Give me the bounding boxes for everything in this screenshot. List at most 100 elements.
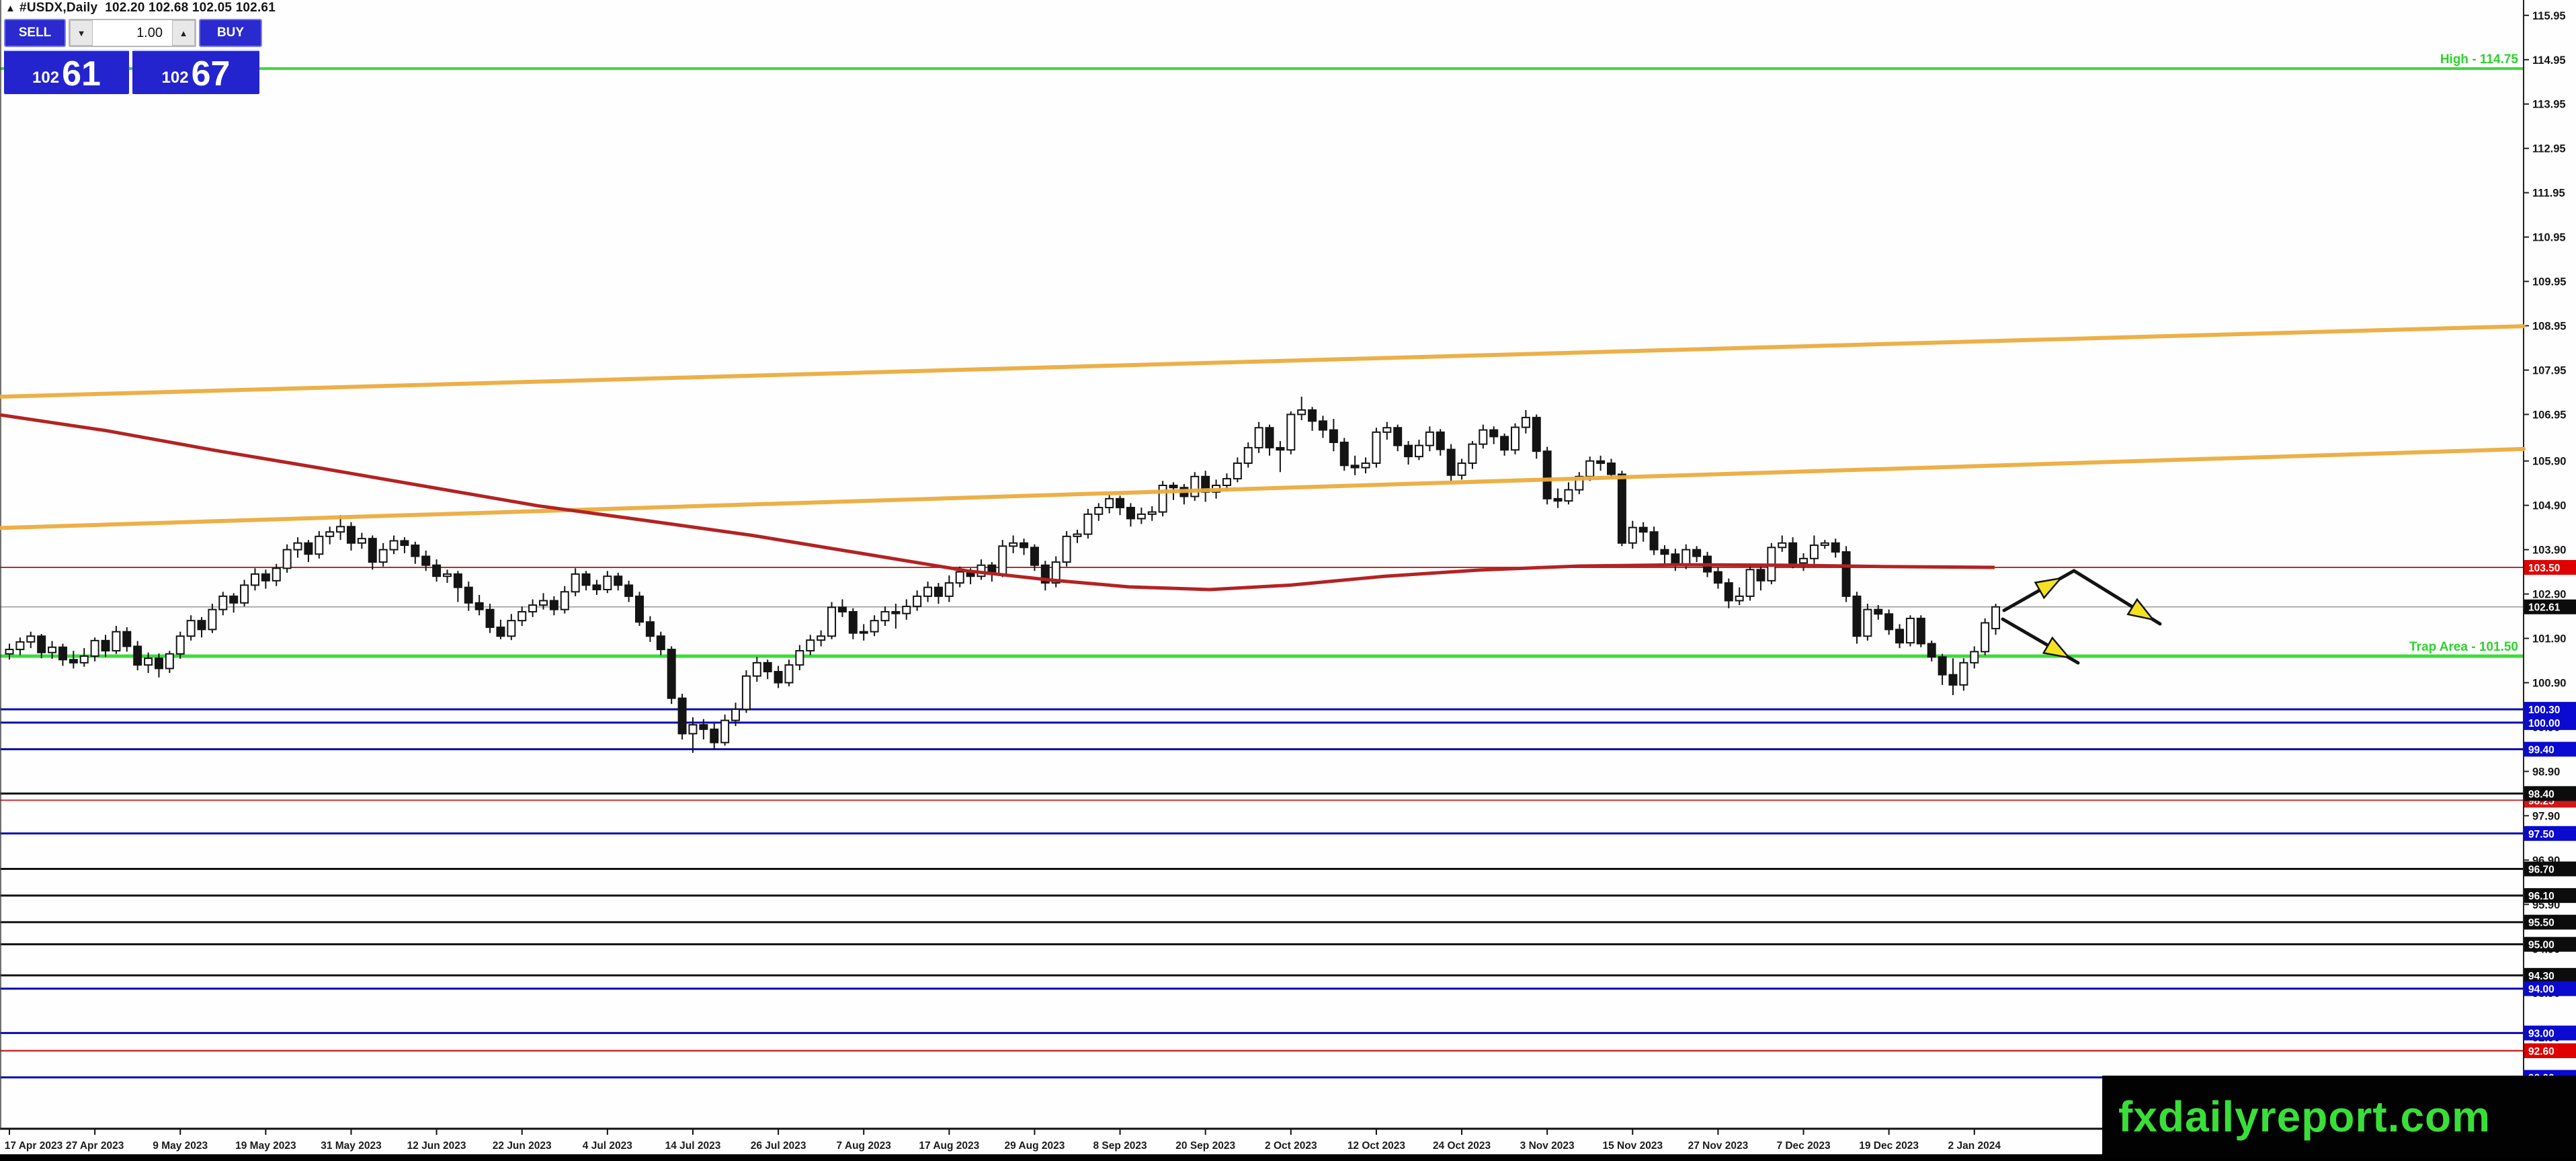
price-badge xyxy=(2524,826,2576,841)
price-badge xyxy=(2524,861,2576,877)
candle-body xyxy=(218,595,228,610)
candle-body xyxy=(133,645,142,666)
candle-body xyxy=(1905,617,1915,644)
sell-price-big: 61 xyxy=(62,54,101,93)
date-label: 8 Sep 2023 xyxy=(1093,1140,1147,1152)
symbol-timeframe-label: #USDX,Daily xyxy=(19,1,98,15)
watermark-banner: fxdailyreport.com xyxy=(2102,1076,2576,1158)
candle-body xyxy=(645,621,655,637)
buy-price-tile[interactable]: 102 67 xyxy=(132,50,259,94)
candle-body xyxy=(1404,444,1413,458)
candle-body xyxy=(1510,426,1520,451)
candle-body xyxy=(635,595,645,623)
candle-body xyxy=(539,600,548,606)
y-axis-tick-label: 115.95 xyxy=(2532,10,2566,22)
candle-body xyxy=(165,653,174,670)
forecast-arrowhead-icon[interactable] xyxy=(2034,577,2063,600)
candle-body xyxy=(496,627,505,637)
candle-body xyxy=(1831,542,1840,553)
candle-body xyxy=(1991,606,2001,630)
candle-body xyxy=(1062,535,1071,563)
price-badge-label: 93.00 xyxy=(2528,1029,2554,1040)
candle-body xyxy=(1596,460,1606,465)
collapse-panel-icon[interactable]: ▲ xyxy=(5,3,16,14)
candle-body xyxy=(1414,444,1423,458)
candle-body xyxy=(112,631,121,652)
candle-body xyxy=(58,646,67,661)
candle-body xyxy=(26,635,36,643)
price-badge-label: 99.40 xyxy=(2528,744,2554,756)
forecast-arrowhead-icon[interactable] xyxy=(2126,598,2155,621)
candle-body xyxy=(304,542,313,555)
candle-body xyxy=(720,719,730,744)
candle-body xyxy=(741,675,751,711)
candle-body xyxy=(453,573,462,588)
y-axis-tick-label: 110.95 xyxy=(2532,232,2566,244)
candle-body xyxy=(1713,571,1722,584)
candle-body xyxy=(90,639,99,657)
candle-body xyxy=(1382,427,1392,433)
sell-price-tile[interactable]: 102 61 xyxy=(4,50,129,94)
candle-body xyxy=(1532,417,1541,452)
candle-body xyxy=(581,573,591,586)
candle-body xyxy=(432,564,442,577)
candle-body xyxy=(1895,629,1905,644)
candle-body xyxy=(186,620,196,637)
candle-body xyxy=(1981,622,1990,653)
volume-increase-icon[interactable]: ▲ xyxy=(172,20,195,46)
candle-body xyxy=(325,531,335,537)
candle-body xyxy=(784,664,794,684)
candle-body xyxy=(1809,545,1819,559)
price-badge-label: 97.50 xyxy=(2528,829,2554,840)
candle-body xyxy=(774,671,783,684)
candle-body xyxy=(442,573,452,577)
candle-body xyxy=(15,641,25,651)
candle-body xyxy=(656,635,665,651)
candle-body xyxy=(1617,473,1626,544)
candle-body xyxy=(880,610,890,622)
candle-body xyxy=(944,582,954,597)
y-axis-tick-label: 101.90 xyxy=(2532,633,2566,645)
volume-input[interactable]: 1.00 xyxy=(93,20,172,46)
sell-button[interactable]: SELL xyxy=(4,19,66,47)
candle-body xyxy=(1308,409,1317,422)
candle-body xyxy=(368,538,377,563)
y-axis-tick-label: 103.90 xyxy=(2532,545,2566,557)
y-axis-tick-label: 102.90 xyxy=(2532,589,2566,601)
price-badge-label: 98.40 xyxy=(2528,789,2554,800)
candle-body xyxy=(208,608,217,631)
candle-body xyxy=(710,728,719,744)
candle-body xyxy=(154,657,163,670)
buy-button[interactable]: BUY xyxy=(199,19,262,47)
forecast-arrowhead-icon[interactable] xyxy=(2042,636,2071,659)
lower-channel-line[interactable] xyxy=(0,446,2526,530)
candle-body xyxy=(293,542,302,551)
candle-body xyxy=(1339,442,1349,467)
candle-body xyxy=(1948,674,1958,686)
candle-body xyxy=(1660,549,1669,555)
y-axis-tick-label: 106.95 xyxy=(2532,409,2566,421)
candle-body xyxy=(1040,564,1050,584)
hline-label: Trap Area - 101.50 xyxy=(2409,640,2518,654)
candle-body xyxy=(69,659,78,664)
volume-decrease-icon[interactable]: ▼ xyxy=(70,20,93,46)
candle-body xyxy=(560,591,569,610)
date-label: 20 Sep 2023 xyxy=(1175,1140,1235,1152)
candle-body xyxy=(592,584,601,591)
candle-body xyxy=(1799,557,1809,564)
price-badge xyxy=(2524,967,2576,983)
candle-body xyxy=(795,650,804,666)
candle-body xyxy=(752,662,761,677)
candle-body xyxy=(1756,569,1765,582)
candle-body xyxy=(517,610,527,622)
date-label: 26 Jul 2023 xyxy=(751,1140,806,1152)
upper-channel-line[interactable] xyxy=(0,324,2526,399)
date-label: 12 Oct 2023 xyxy=(1347,1140,1406,1152)
watermark-text: fxdailyreport.com xyxy=(2118,1092,2491,1141)
candle-body xyxy=(1585,460,1595,477)
date-label: 17 Aug 2023 xyxy=(919,1140,979,1152)
candle-body xyxy=(144,657,153,666)
